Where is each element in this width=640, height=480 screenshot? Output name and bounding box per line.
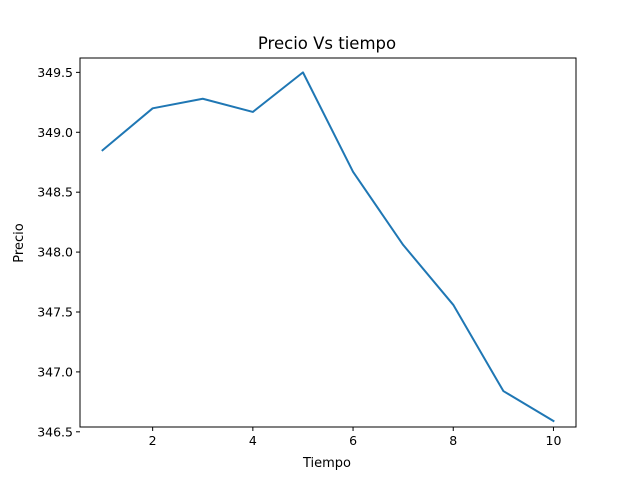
- x-tick-label: 6: [349, 433, 357, 448]
- y-tick-label: 348.5: [37, 185, 73, 200]
- x-tick-label: 10: [546, 433, 562, 448]
- y-tick-label: 349.0: [37, 125, 73, 140]
- plot-area: [101, 71, 555, 423]
- y-tick-label: 347.0: [37, 364, 73, 379]
- x-tick-label: 8: [449, 433, 457, 448]
- y-axis-label: Precio: [12, 223, 27, 262]
- x-axis-ticks: 2 4 6 8 10: [149, 427, 562, 448]
- y-axis-ticks: 346.5 347.0 347.5 348.0 348.5 349.0 349.5: [37, 65, 80, 439]
- y-tick-label: 349.5: [37, 65, 73, 80]
- x-tick-label: 2: [149, 433, 157, 448]
- axes-frame: [79, 57, 577, 428]
- y-tick-label: 347.5: [37, 304, 73, 319]
- chart-title: Precio Vs tiempo: [258, 34, 396, 53]
- series-line-0: [101, 71, 555, 423]
- x-axis-label: Tiempo: [302, 456, 351, 471]
- x-tick-label: 4: [249, 433, 257, 448]
- y-tick-label: 346.5: [37, 424, 73, 439]
- y-tick-label: 348.0: [37, 245, 73, 260]
